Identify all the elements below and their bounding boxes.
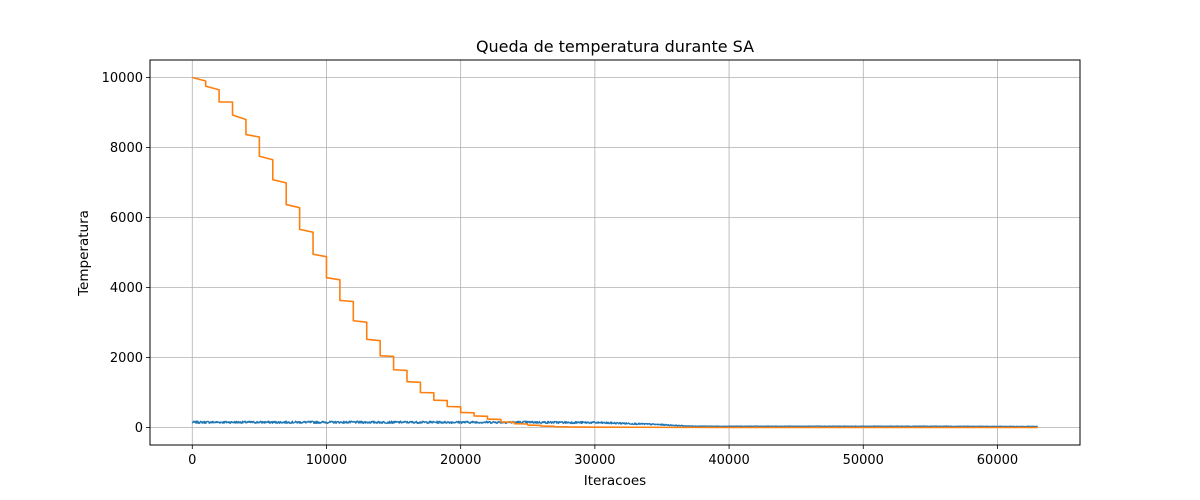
x-tick-label: 40000 [708,453,749,468]
y-tick-label: 10000 [102,71,143,86]
plot-frame [149,59,1081,446]
series-layer [191,76,1038,429]
x-tick-label: 60000 [977,453,1018,468]
y-tick-label: 2000 [110,351,143,366]
series-0-line [191,420,1038,428]
x-axis: 0 10000 20000 30000 40000 50000 60000 [188,445,1018,468]
y-axis-title: Temperatura [76,210,92,297]
x-tick-label: 30000 [574,453,615,468]
y-tick-label: 0 [135,421,143,436]
series-1-line [192,76,1038,429]
x-tick-label: 50000 [843,453,884,468]
x-axis-title: Iteracoes [584,473,646,489]
grid [150,60,1080,445]
chart-title: Queda de temperatura durante SA [476,37,754,56]
y-tick-label: 4000 [110,281,143,296]
y-tick-label: 8000 [110,141,143,156]
y-tick-label: 6000 [110,211,143,226]
x-tick-label: 0 [188,453,196,468]
y-axis: 0 2000 4000 6000 8000 10000 [102,71,150,436]
x-tick-label: 20000 [440,453,481,468]
x-tick-label: 10000 [306,453,347,468]
